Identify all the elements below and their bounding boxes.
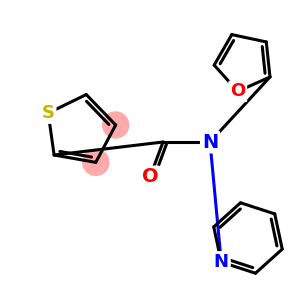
Text: O: O (230, 82, 245, 100)
Text: N: N (202, 133, 218, 152)
Text: S: S (42, 104, 55, 122)
Text: O: O (142, 167, 158, 187)
Circle shape (103, 112, 129, 138)
Text: N: N (214, 253, 229, 271)
Circle shape (83, 149, 109, 176)
Text: N: N (214, 253, 229, 271)
